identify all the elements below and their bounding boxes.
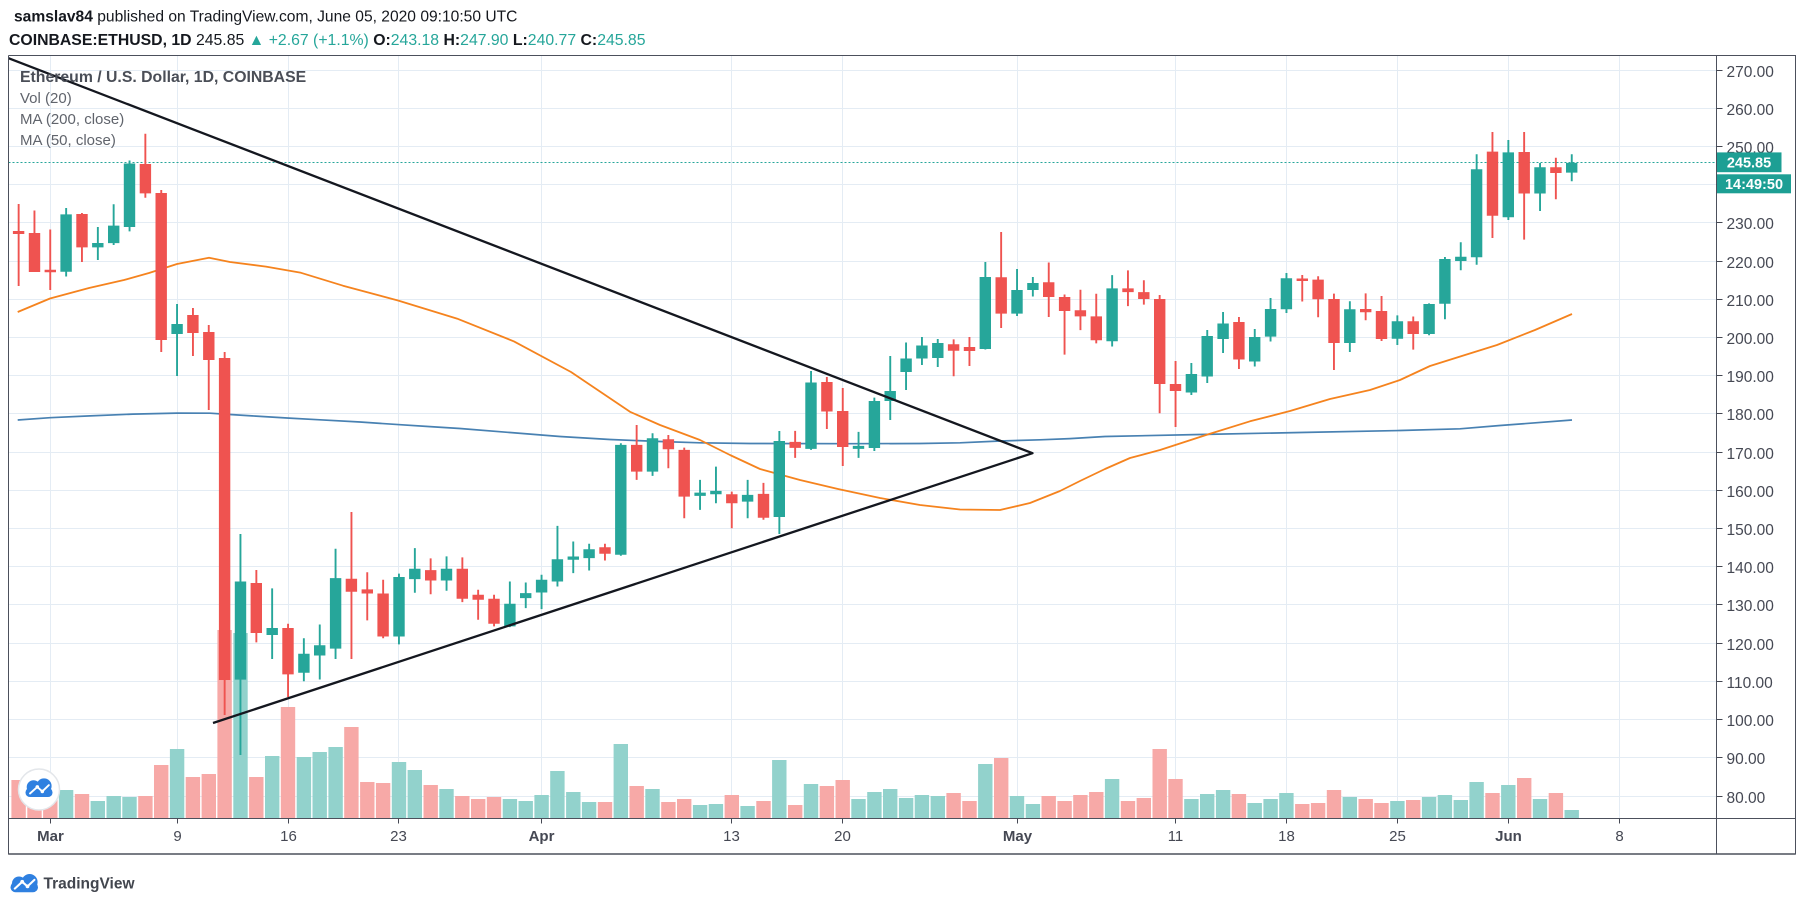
svg-text:220.00: 220.00: [1727, 255, 1775, 272]
svg-text:20: 20: [834, 828, 851, 845]
svg-text:180.00: 180.00: [1727, 407, 1775, 424]
svg-text:200.00: 200.00: [1727, 331, 1775, 348]
svg-text:9: 9: [173, 828, 181, 845]
svg-text:140.00: 140.00: [1727, 560, 1775, 577]
svg-text:COINBASE:ETHUSD, 1D 245.85 ▲ +: COINBASE:ETHUSD, 1D 245.85 ▲ +2.67 (+1.1…: [9, 32, 646, 49]
svg-text:Apr: Apr: [529, 828, 555, 845]
svg-text:90.00: 90.00: [1727, 751, 1766, 768]
svg-text:13: 13: [723, 828, 740, 845]
svg-text:270.00: 270.00: [1727, 64, 1775, 81]
svg-text:16: 16: [280, 828, 297, 845]
svg-text:260.00: 260.00: [1727, 102, 1775, 119]
svg-text:230.00: 230.00: [1727, 216, 1775, 233]
svg-text:MA (200, close): MA (200, close): [20, 111, 124, 128]
svg-text:Jun: Jun: [1495, 828, 1522, 845]
svg-text:samslav84 published on Trading: samslav84 published on TradingView.com, …: [14, 9, 517, 26]
svg-text:May: May: [1003, 828, 1033, 845]
svg-text:Ethereum / U.S. Dollar, 1D, CO: Ethereum / U.S. Dollar, 1D, COINBASE: [20, 69, 306, 86]
svg-text:25: 25: [1389, 828, 1406, 845]
svg-text:170.00: 170.00: [1727, 446, 1775, 463]
svg-text:TradingView: TradingView: [44, 876, 136, 893]
svg-text:14:49:50: 14:49:50: [1725, 177, 1783, 193]
svg-text:190.00: 190.00: [1727, 369, 1775, 386]
svg-text:8: 8: [1615, 828, 1623, 845]
svg-text:Mar: Mar: [37, 828, 64, 845]
svg-text:120.00: 120.00: [1727, 637, 1775, 654]
svg-text:80.00: 80.00: [1727, 790, 1766, 807]
svg-text:130.00: 130.00: [1727, 598, 1775, 615]
svg-text:110.00: 110.00: [1727, 675, 1774, 692]
svg-text:11: 11: [1168, 828, 1184, 845]
svg-text:MA (50, close): MA (50, close): [20, 132, 116, 149]
svg-text:210.00: 210.00: [1727, 293, 1775, 310]
svg-text:160.00: 160.00: [1727, 484, 1775, 501]
svg-text:100.00: 100.00: [1727, 713, 1775, 730]
svg-text:23: 23: [390, 828, 407, 845]
svg-text:245.85: 245.85: [1727, 155, 1771, 171]
svg-text:Vol (20): Vol (20): [20, 90, 72, 107]
svg-text:150.00: 150.00: [1727, 522, 1775, 539]
svg-text:18: 18: [1278, 828, 1295, 845]
